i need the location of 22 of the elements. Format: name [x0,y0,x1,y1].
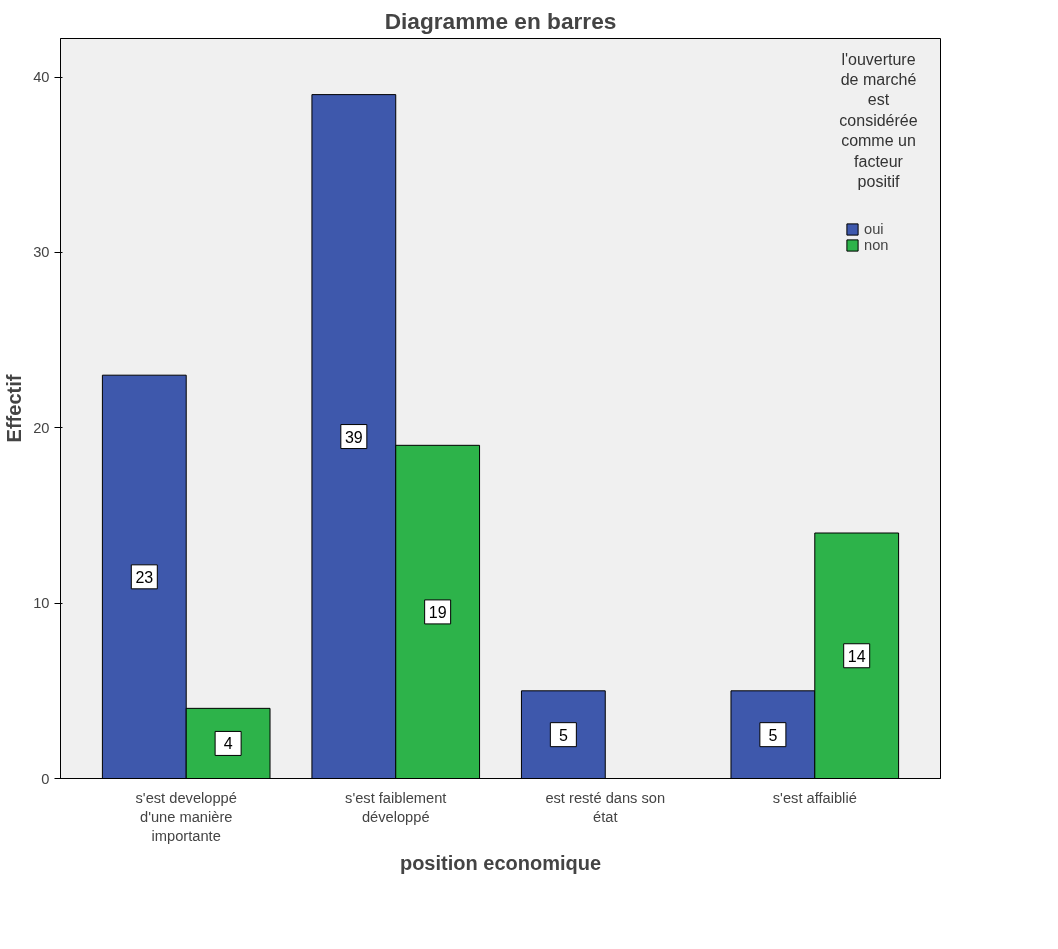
chart-title: Diagramme en barres [384,7,617,34]
data-label: 39 [344,428,363,446]
x-tick-label: s'est faiblement développé [345,789,447,825]
data-label: 5 [558,726,568,744]
data-label: 23 [135,568,154,586]
x-axis-title: position economique [399,851,602,874]
x-tick-label: s'est affaiblié [772,789,857,806]
y-tick-label: 30 [33,244,50,261]
legend-label: non [864,237,889,253]
data-label: 14 [847,647,866,665]
y-tick-label: 20 [33,419,50,436]
x-tick-label: s'est developpé d'une manière importante [135,789,237,844]
y-tick-label: 40 [33,69,50,86]
x-tick-label: est resté dans son état [545,789,666,825]
y-tick-label: 10 [33,595,50,612]
data-label: 4 [223,735,233,753]
data-label: 19 [428,603,447,621]
legend-title: l'ouverture de marché est considérée comme un facteur positif [839,50,918,190]
y-axis-title: Effectif [3,374,26,443]
data-label: 5 [768,726,778,744]
y-tick-label: 0 [41,770,50,787]
legend-label: oui [864,221,884,237]
